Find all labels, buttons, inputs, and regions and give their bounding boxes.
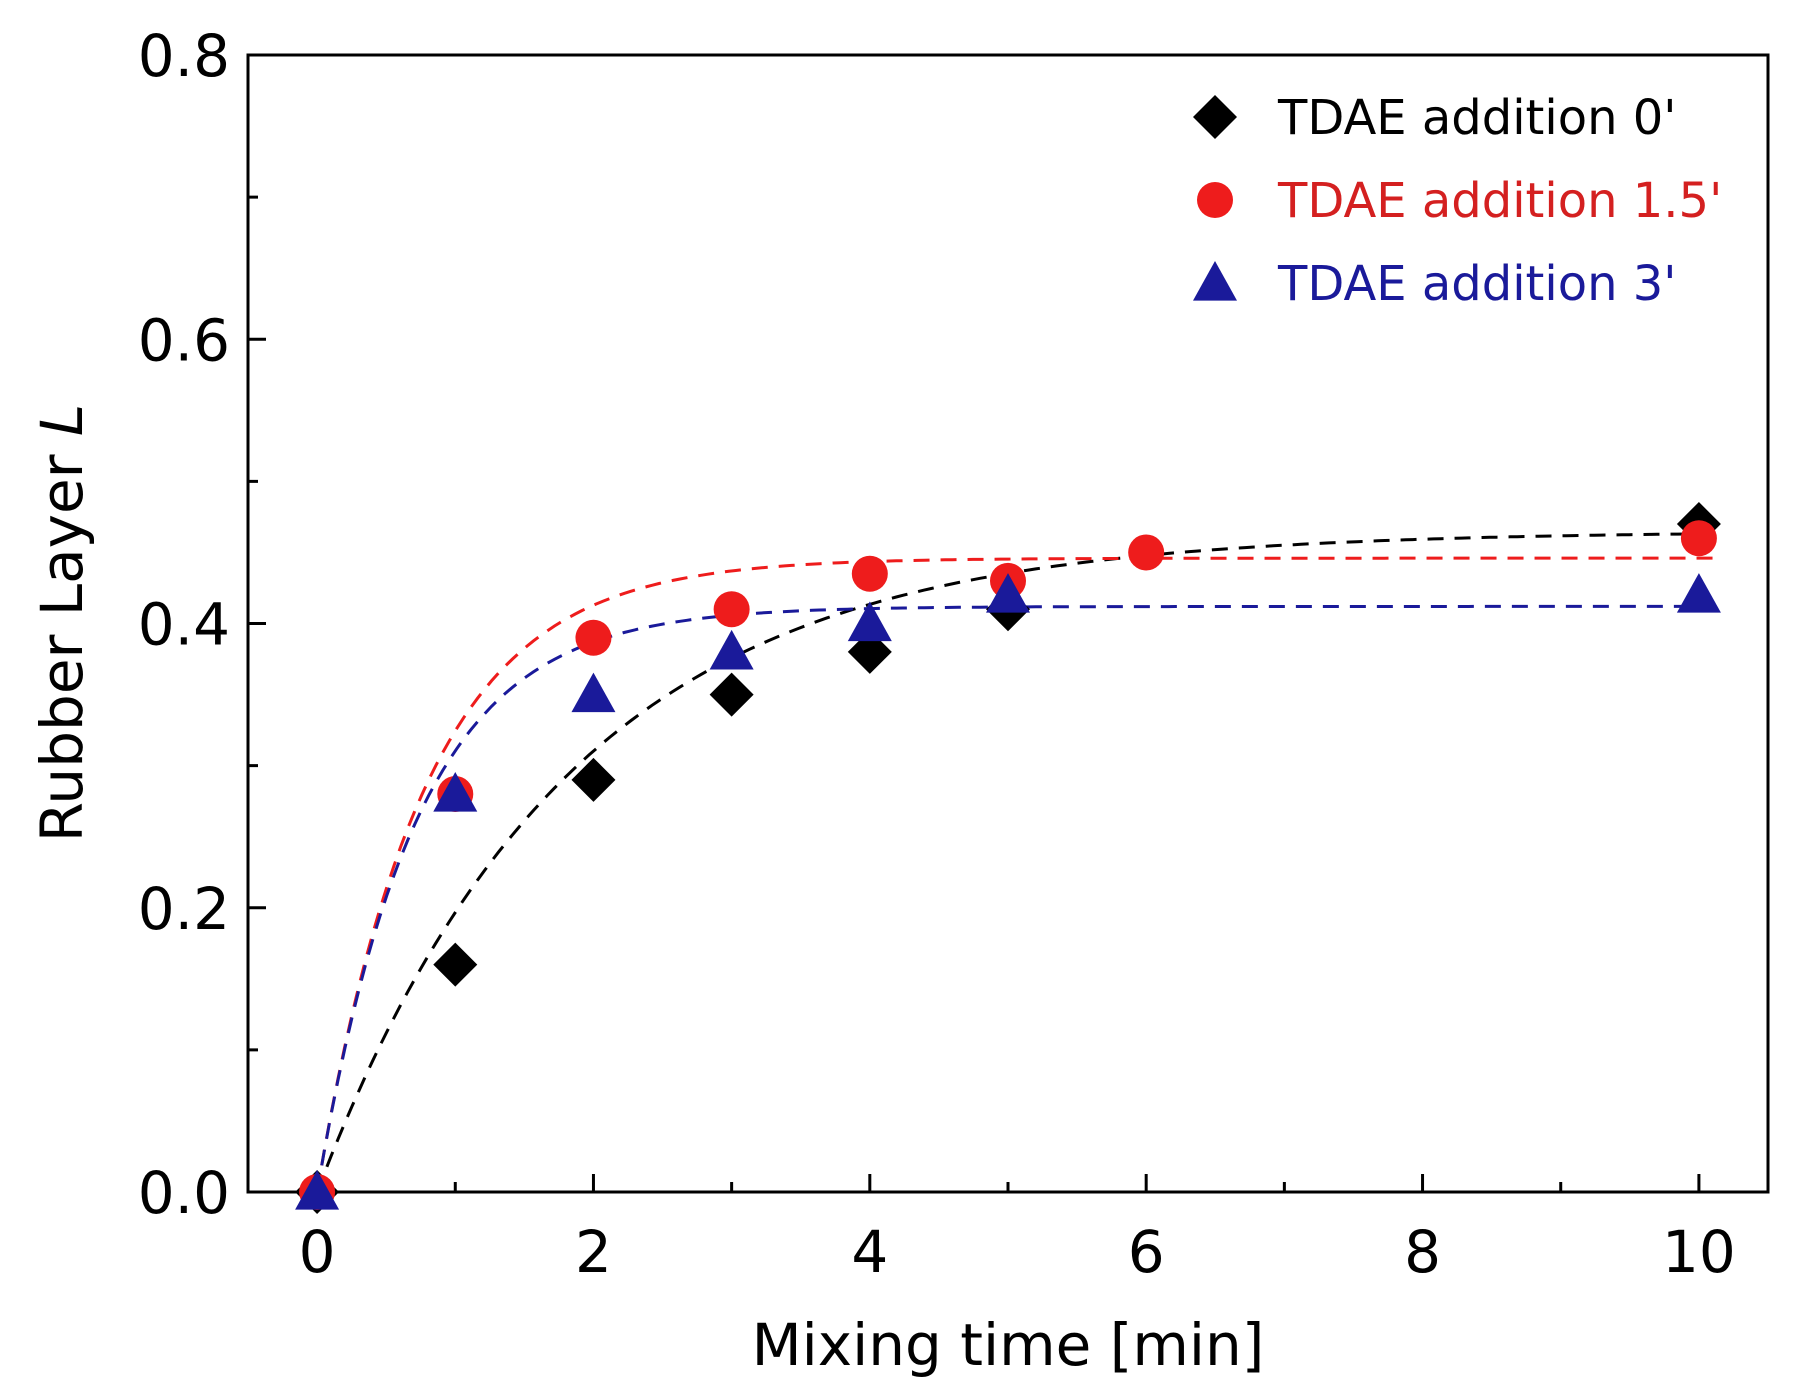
legend-marker-3 [1193, 261, 1237, 301]
legend-label-3: TDAE addition 3' [1277, 256, 1676, 312]
data-point-s3 [571, 672, 616, 713]
legend-marker-2 [1197, 182, 1233, 218]
data-point-s3 [1676, 573, 1721, 613]
data-point-s2 [713, 591, 750, 628]
y-tick-label: 0.2 [138, 875, 230, 943]
y-axis-title-text: Rubber Layer [28, 436, 96, 842]
data-points [295, 502, 1721, 1214]
y-axis-title: Rubber Layer L [28, 404, 96, 843]
x-tick-label: 0 [299, 1218, 336, 1286]
data-point-s3 [986, 573, 1030, 613]
x-tick-label: 6 [1128, 1218, 1165, 1286]
data-point-s1 [433, 942, 478, 987]
x-tick-label: 2 [575, 1218, 612, 1286]
data-point-s2 [575, 619, 612, 656]
data-point-s1 [571, 757, 616, 802]
y-tick-label: 0.4 [138, 591, 230, 659]
x-tick-label: 10 [1662, 1218, 1736, 1286]
fit-curves [315, 532, 1713, 1193]
fit-curve-1 [315, 532, 1713, 1193]
x-axis: 0 2 4 6 8 10 [299, 1174, 1736, 1286]
y-axis: 0.0 0.2 0.4 0.6 0.8 [138, 22, 266, 1227]
data-point-s2 [851, 555, 888, 592]
fit-curve-2 [315, 556, 1713, 1193]
y-tick-label: 0.6 [138, 306, 230, 374]
legend: TDAE addition 0' TDAE addition 1.5' TDAE a… [1193, 90, 1722, 312]
legend-label-2: TDAE addition 1.5' [1277, 173, 1722, 229]
data-point-s3 [709, 629, 754, 670]
data-point-s2 [1128, 534, 1165, 571]
legend-label-1: TDAE addition 0' [1277, 90, 1676, 146]
y-axis-title-italic: L [28, 404, 96, 436]
data-point-s2 [1680, 520, 1717, 557]
x-tick-label: 8 [1404, 1218, 1441, 1286]
x-axis-title: Mixing time [min] [752, 1311, 1265, 1379]
legend-marker-1 [1193, 95, 1237, 139]
data-point-s3 [847, 601, 892, 642]
data-point-s3 [295, 1170, 340, 1210]
y-tick-label: 0.8 [138, 22, 230, 90]
data-point-s1 [709, 672, 754, 717]
y-tick-label: 0.0 [138, 1159, 230, 1227]
fit-curve-3 [315, 604, 1713, 1193]
x-tick-label: 4 [851, 1218, 888, 1286]
data-point-s3 [433, 772, 478, 812]
